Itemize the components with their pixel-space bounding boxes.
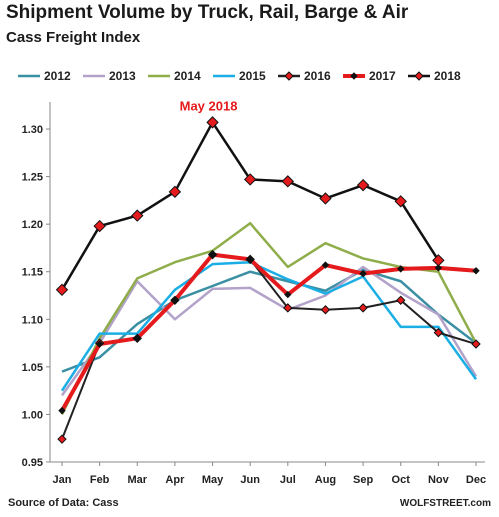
x-tick-label: Oct: [392, 474, 411, 486]
x-tick-label: Aug: [315, 474, 336, 486]
x-tick-label: Feb: [90, 474, 110, 486]
data-point-2016-Nov: [433, 327, 444, 338]
legend-marker-2017: [350, 72, 358, 80]
data-point-2017-Sep: [359, 269, 367, 278]
data-point-2018-Apr: [168, 185, 182, 199]
legend-marker-2018: [414, 71, 424, 81]
data-point-2016-Dec: [471, 339, 481, 349]
data-point-2017-Feb: [95, 340, 104, 348]
data-point-2018-Aug: [319, 192, 332, 205]
data-point-2016-Oct: [396, 295, 406, 305]
x-tick-label: Dec: [466, 474, 486, 486]
brand-watermark: WOLFSTREET.com: [399, 498, 491, 509]
series-line-2018: [60, 121, 440, 291]
data-point-2018-May: [206, 116, 219, 129]
data-point-2017-Jul: [284, 290, 292, 299]
y-tick-label: 1.10: [22, 314, 43, 326]
data-point-2016-Sep: [358, 303, 368, 313]
data-point-2016-Aug: [320, 305, 331, 315]
y-tick-label: 1.25: [22, 172, 43, 184]
x-tick-label: Sep: [353, 474, 373, 486]
y-tick-label: 1.30: [22, 124, 43, 136]
data-point-2017-Jan: [58, 406, 66, 415]
data-point-2017-Aug: [321, 261, 330, 269]
x-tick-label: Mar: [127, 474, 147, 486]
legend-label-2018: 2018: [434, 69, 461, 83]
data-point-2018-Feb: [93, 219, 106, 233]
data-point-2017-May: [208, 250, 217, 259]
data-point-2018-Oct: [394, 195, 407, 208]
legend-label-2016: 2016: [304, 69, 331, 83]
legend-label-2012: 2012: [44, 69, 71, 83]
y-tick-label: 1.15: [22, 267, 43, 279]
data-point-2017-Apr: [171, 296, 179, 304]
y-tick-label: 1.05: [22, 362, 43, 374]
annotation-label: May 2018: [180, 98, 238, 113]
y-tick-label: 0.95: [22, 457, 43, 469]
legend-label-2015: 2015: [239, 69, 266, 83]
series-line-2013: [60, 265, 478, 397]
data-point-2017-Oct: [397, 265, 405, 273]
data-point-2018-Sep: [356, 178, 370, 192]
chart-subtitle: Cass Freight Index: [6, 29, 141, 46]
x-tick-label: Nov: [428, 474, 450, 486]
y-tick-label: 1.00: [22, 409, 43, 421]
data-point-2018-Jun: [243, 173, 257, 186]
data-point-2017-Mar: [133, 334, 141, 343]
legend-label-2017: 2017: [369, 69, 396, 83]
series-line-2016: [61, 253, 477, 440]
data-point-2018-Jan: [55, 283, 69, 297]
legend-label-2014: 2014: [174, 69, 201, 83]
x-tick-label: Apr: [165, 474, 185, 486]
legend-label-2013: 2013: [109, 69, 136, 83]
data-point-2016-Jan: [57, 434, 67, 444]
legend-marker-2016: [284, 71, 294, 81]
x-tick-label: Jun: [240, 474, 260, 486]
x-tick-label: Jan: [53, 474, 72, 486]
source-note: Source of Data: Cass: [8, 497, 119, 509]
series-line-2015: [60, 260, 478, 392]
data-point-2018-Nov: [432, 254, 445, 267]
data-point-2018-Jul: [281, 175, 295, 188]
series-line-2014: [60, 221, 478, 415]
chart-title: Shipment Volume by Truck, Rail, Barge & …: [6, 2, 409, 23]
series-line-2017: [60, 252, 477, 412]
data-point-2016-Jul: [283, 303, 293, 313]
data-point-2017-Nov: [434, 264, 443, 272]
data-point-2018-Mar: [131, 209, 144, 222]
data-point-2017-Jun: [246, 255, 254, 264]
x-tick-label: Jul: [280, 474, 296, 486]
y-tick-label: 1.20: [22, 219, 43, 231]
data-point-2017-Dec: [472, 267, 480, 275]
x-tick-label: May: [202, 474, 224, 486]
